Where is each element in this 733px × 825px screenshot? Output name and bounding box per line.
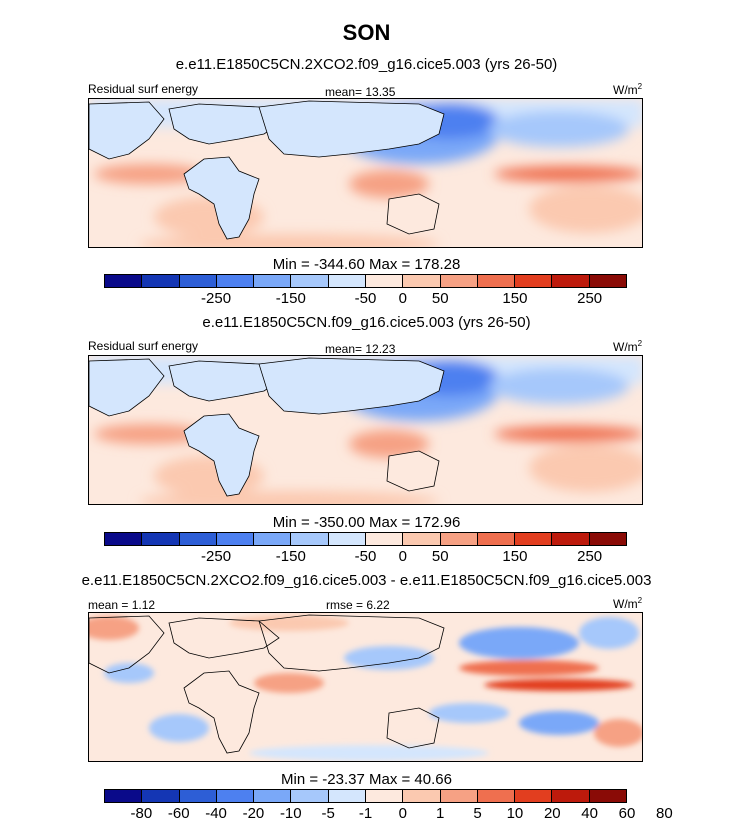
colorbar-tick-label: -250	[201, 548, 232, 565]
colorbar-tick-label: -150	[275, 548, 306, 565]
panel-3-units: W/m2	[613, 596, 643, 611]
colorbar-tick-label: 80	[656, 805, 673, 822]
colorbar-tick-label: 50	[431, 548, 449, 565]
panel-1-units: W/m2	[613, 82, 643, 97]
colorbar-swatch	[440, 275, 478, 287]
colorbar-swatch	[477, 533, 516, 545]
panel-1-title: e.e11.E1850C5CN.2XCO2.f09_g16.cice5.003 …	[175, 56, 558, 73]
colorbar-tick-label: 40	[581, 805, 598, 822]
colorbar-tick-label: 10	[506, 805, 524, 822]
colorbar-swatch	[179, 533, 217, 545]
colorbar-swatch	[589, 533, 626, 545]
colorbar-swatch	[142, 790, 180, 802]
figure-title: SON	[342, 20, 391, 45]
colorbar-swatch	[515, 275, 553, 287]
colorbar-swatch	[216, 533, 255, 545]
panel-2-minmax: Min = -350.00 Max = 172.96	[272, 514, 461, 531]
colorbar-swatch	[291, 790, 329, 802]
colorbar-swatch	[291, 533, 329, 545]
colorbar-tick-label: -5	[321, 805, 335, 822]
panel-2-title: e.e11.E1850C5CN.f09_g16.cice5.003 (yrs 2…	[202, 314, 531, 331]
colorbar-tick-label: 5	[473, 805, 482, 822]
colorbar-tick-label: -150	[275, 290, 306, 307]
colorbar-tick-label: 250	[577, 290, 603, 307]
panel-1-minmax: Min = -344.60 Max = 178.28	[272, 256, 461, 273]
colorbar-tick-label: -1	[358, 805, 373, 822]
panel-2-map	[88, 355, 643, 505]
colorbar-swatch	[403, 275, 441, 287]
colorbar-tick-label: 1	[436, 805, 445, 822]
colorbar-swatch	[552, 790, 590, 802]
colorbar-swatch	[179, 790, 217, 802]
colorbar-swatch	[589, 275, 626, 287]
panel-1-variable-label: Residual surf energy	[88, 82, 199, 96]
colorbar-tick-label: 150	[502, 290, 528, 307]
colorbar-tick-label: 150	[502, 548, 528, 565]
panel-2-variable-label: Residual surf energy	[88, 339, 199, 353]
panel-3-mean-label: mean = 1.12	[88, 598, 156, 612]
colorbar-swatch	[216, 275, 255, 287]
colorbar-tick-label: 250	[577, 548, 603, 565]
panel-1-colorbar	[104, 274, 627, 288]
colorbar-swatch	[477, 275, 516, 287]
colorbar-swatch	[142, 533, 180, 545]
panel-3-title: e.e11.E1850C5CN.2XCO2.f09_g16.cice5.003 …	[81, 572, 652, 589]
colorbar-swatch	[105, 790, 143, 802]
panel-1-mean-label: mean= 13.35	[325, 85, 396, 99]
colorbar-tick-label: -60	[167, 805, 190, 822]
colorbar-swatch	[179, 275, 217, 287]
colorbar-tick-label: 0	[398, 548, 408, 565]
colorbar-swatch	[552, 275, 590, 287]
colorbar-swatch	[216, 790, 255, 802]
colorbar-tick-label: -50	[354, 290, 377, 307]
panel-3-colorbar-ticks: -80 -60 -40 -20 -10 -5 -1 0 1 5 10 20 40 60 80	[0, 805, 733, 825]
colorbar-swatch	[477, 790, 516, 802]
panel-3-minmax: Min = -23.37 Max = 40.66	[281, 771, 452, 788]
colorbar-swatch	[440, 790, 478, 802]
colorbar-tick-label: 0	[398, 290, 408, 307]
colorbar-swatch	[291, 275, 329, 287]
panel-2-colorbar	[104, 532, 627, 546]
colorbar-tick-label: 50	[431, 290, 449, 307]
colorbar-tick-label: -80	[130, 805, 153, 822]
colorbar-swatch	[552, 533, 590, 545]
colorbar-swatch	[365, 790, 404, 802]
colorbar-swatch	[105, 533, 143, 545]
colorbar-swatch	[403, 533, 441, 545]
colorbar-tick-label: 60	[618, 805, 636, 822]
colorbar-swatch	[254, 533, 292, 545]
colorbar-swatch	[515, 790, 553, 802]
colorbar-tick-label: -250	[201, 290, 232, 307]
colorbar-swatch	[105, 275, 143, 287]
panel-3-colorbar	[104, 789, 627, 803]
colorbar-swatch	[365, 533, 404, 545]
colorbar-tick-label: 20	[543, 805, 561, 822]
panel-3-rmse-label: rmse = 6.22	[326, 598, 390, 612]
colorbar-swatch	[440, 533, 478, 545]
colorbar-swatch	[254, 275, 292, 287]
colorbar-swatch	[254, 790, 292, 802]
colorbar-tick-label: 0	[398, 805, 408, 822]
colorbar-tick-label: -50	[354, 548, 377, 565]
panel-3-map	[88, 612, 643, 762]
panel-1-map	[88, 98, 643, 248]
colorbar-tick-label: -10	[279, 805, 302, 822]
colorbar-tick-label: -20	[242, 805, 265, 822]
colorbar-swatch	[589, 790, 626, 802]
colorbar-tick-label: -40	[205, 805, 227, 822]
colorbar-swatch	[515, 533, 553, 545]
colorbar-swatch	[328, 275, 366, 287]
colorbar-swatch	[328, 533, 366, 545]
colorbar-swatch	[365, 275, 404, 287]
panel-2-mean-label: mean= 12.23	[325, 342, 396, 356]
panel-2-colorbar-ticks: -250 -150 -50 0 50 150 250	[0, 548, 733, 568]
colorbar-swatch	[403, 790, 441, 802]
panel-2-units: W/m2	[613, 339, 643, 354]
colorbar-swatch	[142, 275, 180, 287]
panel-1-colorbar-ticks: -250 -150 -50 0 50 150 250	[0, 290, 733, 310]
colorbar-swatch	[328, 790, 366, 802]
